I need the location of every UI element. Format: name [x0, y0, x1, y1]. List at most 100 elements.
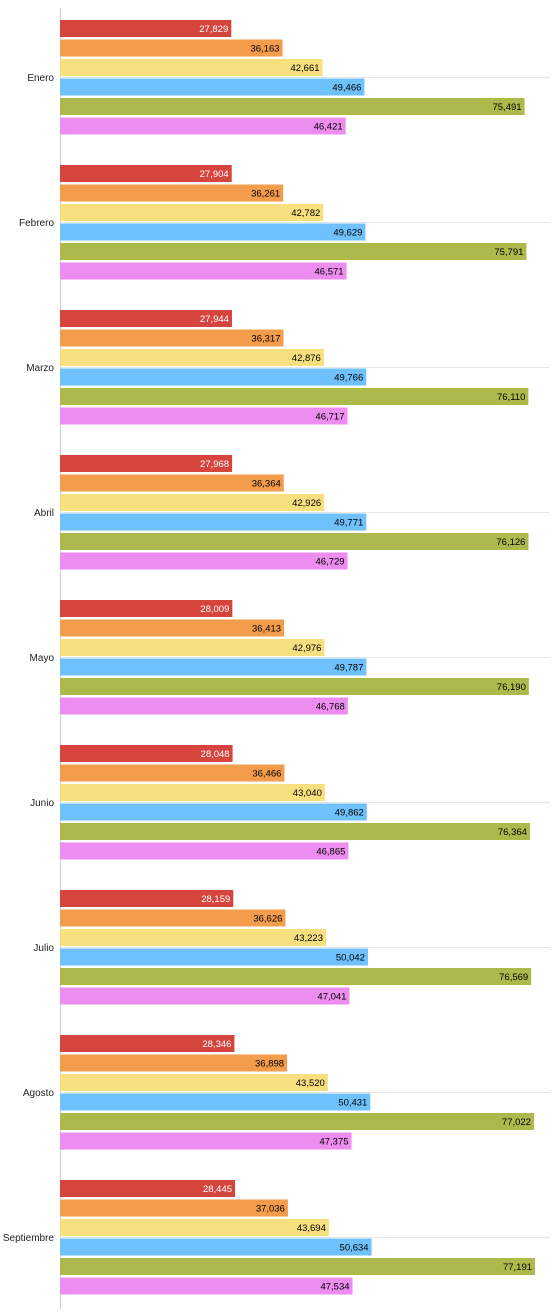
category-label: Mayo [30, 653, 55, 664]
bar [60, 1258, 536, 1275]
bar [60, 678, 529, 695]
bar-value-label: 77,022 [502, 1117, 531, 1128]
bar [60, 784, 325, 801]
bar-value-label: 27,904 [200, 169, 229, 180]
bar-value-label: 27,829 [199, 24, 228, 35]
bar-value-label: 36,898 [255, 1059, 284, 1070]
bar [60, 803, 367, 821]
bar [60, 1054, 288, 1072]
category-label: Junio [30, 798, 54, 809]
bar [60, 1074, 328, 1091]
bar [60, 329, 284, 347]
bar-value-label: 42,976 [292, 643, 321, 654]
bar [60, 1277, 353, 1295]
bar [60, 600, 233, 617]
bar [60, 243, 527, 260]
bar-value-label: 28,048 [201, 749, 230, 760]
bar-value-label: 43,694 [297, 1223, 326, 1234]
bar-value-label: 28,346 [202, 1039, 231, 1050]
bar [60, 349, 324, 366]
bar-value-label: 76,110 [497, 392, 525, 403]
bar [60, 310, 232, 327]
bar [60, 455, 233, 472]
bar [60, 59, 323, 76]
bar [60, 929, 326, 946]
bar-value-label: 76,569 [499, 972, 528, 983]
bar-value-label: 49,466 [332, 83, 361, 94]
bar [60, 619, 285, 637]
bar-value-label: 46,729 [316, 557, 345, 568]
bar-value-label: 47,534 [320, 1282, 349, 1293]
bar-value-label: 36,163 [250, 44, 279, 55]
bar-value-label: 36,261 [251, 189, 280, 200]
bar-value-label: 76,190 [497, 682, 526, 693]
bar [60, 1180, 236, 1197]
bar [60, 368, 367, 386]
bar-value-label: 46,768 [316, 702, 345, 713]
bar-value-label: 75,791 [494, 247, 523, 258]
bar [60, 533, 529, 550]
bar [60, 20, 232, 37]
bar-value-label: 46,571 [315, 267, 344, 278]
bar-value-label: 47,041 [317, 992, 346, 1003]
bar [60, 1199, 288, 1217]
bar [60, 39, 283, 57]
bar [60, 494, 325, 511]
bar-value-label: 42,661 [290, 63, 319, 74]
bar [60, 968, 532, 985]
bar [60, 98, 525, 115]
category-label: Abril [34, 508, 54, 519]
bar-value-label: 77,191 [503, 1262, 532, 1273]
bar-value-label: 46,865 [316, 847, 345, 858]
bar-value-label: 37,036 [256, 1204, 285, 1215]
bar-value-label: 49,766 [334, 373, 363, 384]
bar-value-label: 76,126 [496, 537, 525, 548]
bar-value-label: 42,926 [292, 498, 321, 509]
bar [60, 1132, 352, 1150]
bar [60, 745, 233, 762]
bar [60, 1238, 372, 1256]
bar [60, 117, 346, 135]
bar [60, 764, 285, 782]
bar-value-label: 46,421 [314, 122, 343, 133]
bar [60, 1035, 235, 1052]
bar-value-label: 75,491 [492, 102, 521, 113]
bar-value-label: 36,364 [252, 479, 281, 490]
bar [60, 552, 348, 570]
bar-value-label: 49,629 [333, 228, 362, 239]
bar-value-label: 28,159 [201, 894, 230, 905]
bar [60, 474, 284, 492]
bar [60, 1093, 371, 1111]
bar-value-label: 43,520 [296, 1078, 325, 1089]
bar [60, 1219, 329, 1236]
bar-value-label: 49,862 [335, 808, 364, 819]
bar [60, 165, 232, 182]
bar [60, 842, 349, 860]
bar [60, 823, 530, 840]
labels-layer: Enero 27,829 36,163 42,661 49,466 75,491 46,42… [3, 24, 532, 1293]
bar [60, 204, 324, 221]
bar [60, 697, 348, 715]
category-label: Enero [27, 73, 54, 84]
category-label: Agosto [23, 1088, 55, 1099]
bar-value-label: 50,431 [338, 1098, 367, 1109]
bar [60, 513, 367, 531]
bar-value-label: 43,040 [293, 788, 322, 799]
bar-value-label: 28,009 [200, 604, 229, 615]
bar [60, 262, 347, 280]
bar-value-label: 36,317 [251, 334, 280, 345]
bar [60, 407, 348, 425]
category-label: Febrero [19, 218, 54, 229]
bars-layer [60, 20, 536, 1295]
bar [60, 909, 286, 927]
bar-value-label: 47,375 [319, 1137, 348, 1148]
bar [60, 948, 368, 966]
bar-value-label: 36,413 [252, 624, 281, 635]
category-label: Septiembre [3, 1233, 55, 1244]
bar [60, 890, 234, 907]
bar-value-label: 27,944 [200, 314, 229, 325]
bar [60, 388, 529, 405]
bar-value-label: 42,876 [292, 353, 321, 364]
category-label: Marzo [26, 363, 54, 374]
bar-value-label: 49,787 [334, 663, 363, 674]
